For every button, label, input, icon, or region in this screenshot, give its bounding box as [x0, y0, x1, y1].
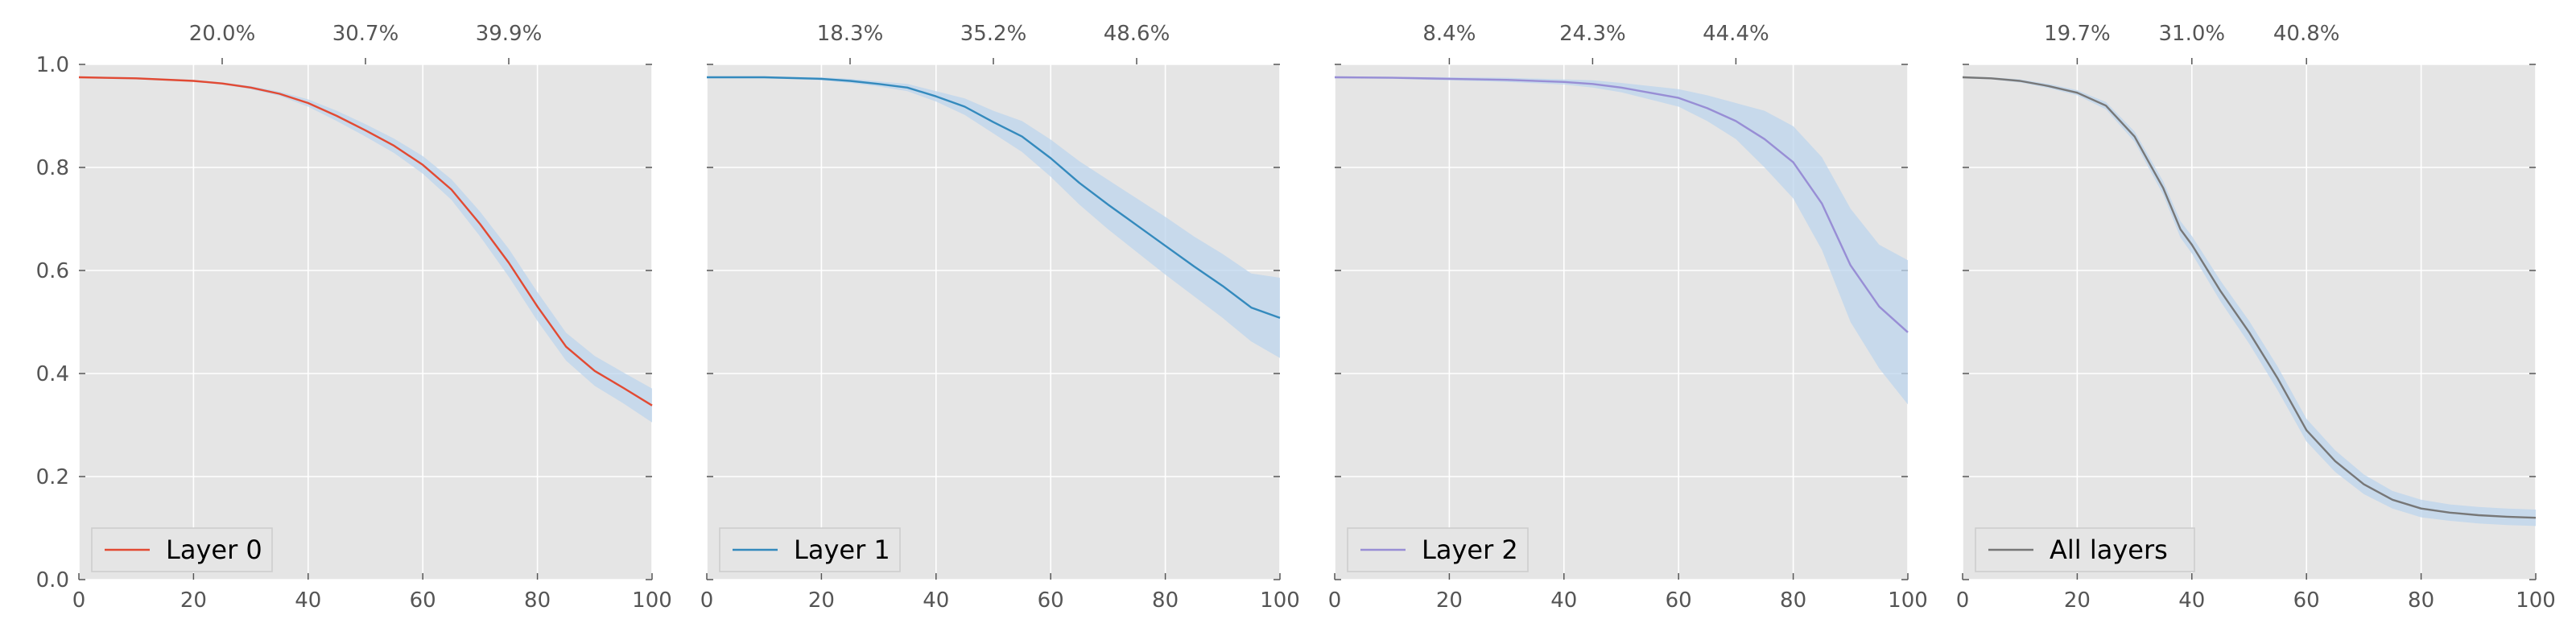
series-line	[1334, 76, 1909, 333]
x-tick-label: 40	[1550, 588, 1577, 613]
top-tick-label: 35.2%	[960, 22, 1027, 46]
top-tick-label: 48.6%	[1104, 22, 1170, 46]
top-tick-label: 30.7%	[332, 22, 399, 46]
x-tick-label: 40	[923, 588, 949, 613]
legend-label: All layers	[2050, 535, 2168, 565]
y-tick-label: 0.4	[36, 362, 69, 386]
top-tick-label: 8.4%	[1422, 22, 1476, 46]
plot-area	[1335, 64, 1908, 580]
chart-panel-4: 0 20 40 60 80 100 19.7% 31.0% 40.8% All layers	[1956, 22, 2556, 613]
plot-area	[79, 64, 652, 580]
legend-label: Layer 0	[166, 535, 262, 565]
x-tick-label: 80	[524, 588, 551, 613]
x-tick-label: 100	[632, 588, 672, 613]
chart-panel-2: 0 20 40 60 80 100 18.3% 35.2% 48.6% Layer 1	[700, 22, 1300, 613]
x-tick-label: 60	[1038, 588, 1064, 613]
x-tick-label: 40	[2178, 588, 2205, 613]
x-tick-label: 80	[1780, 588, 1806, 613]
plot-area	[707, 64, 1280, 580]
x-tick-label: 80	[2408, 588, 2434, 613]
y-tick-label: 0.8	[36, 156, 69, 180]
x-tick-label: 100	[1888, 588, 1928, 613]
legend: Layer 2	[1347, 527, 1529, 572]
x-tick-label: 20	[180, 588, 207, 613]
top-tick-label: 18.3%	[817, 22, 884, 46]
x-tick-label: 60	[410, 588, 436, 613]
chart-panel-1: 0 20 40 60 80 100 0.0 0.2 0.4 0.6 0.8 1.0 20.0% 30.7%…	[36, 22, 672, 613]
x-tick-label: 20	[1436, 588, 1463, 613]
top-tick-label: 40.8%	[2273, 22, 2340, 46]
x-tick-label: 20	[2064, 588, 2091, 613]
legend: Layer 1	[719, 527, 901, 572]
top-tick-label: 20.0%	[189, 22, 256, 46]
x-tick-label: 0	[1956, 588, 1970, 613]
legend-label: Layer 2	[1422, 535, 1518, 565]
x-tick-label: 0	[700, 588, 714, 613]
y-tick-label: 1.0	[36, 53, 69, 77]
y-tick-label: 0.6	[36, 259, 69, 283]
legend: All layers	[1975, 527, 2195, 572]
top-tick-label: 44.4%	[1703, 22, 1769, 46]
x-tick-label: 100	[2516, 588, 2556, 613]
series-line	[78, 76, 653, 407]
legend: Layer 0	[91, 527, 273, 572]
top-tick-label: 24.3%	[1559, 22, 1626, 46]
x-tick-label: 0	[1328, 588, 1342, 613]
x-tick-label: 80	[1152, 588, 1179, 613]
x-tick-label: 60	[2293, 588, 2320, 613]
legend-label: Layer 1	[794, 535, 890, 565]
x-tick-label: 20	[808, 588, 835, 613]
top-tick-label: 19.7%	[2044, 22, 2111, 46]
chart-panel-3: 0 20 40 60 80 100 8.4% 24.3% 44.4% Layer 2	[1328, 22, 1928, 613]
series-line	[707, 76, 1281, 320]
y-tick-label: 0.2	[36, 465, 69, 489]
top-tick-label: 39.9%	[476, 22, 543, 46]
y-tick-label: 0.0	[36, 568, 69, 592]
series-line	[1962, 76, 2537, 519]
top-tick-label: 31.0%	[2158, 22, 2225, 46]
confidence-band	[1335, 76, 1908, 405]
x-tick-label: 40	[295, 588, 321, 613]
confidence-band	[707, 76, 1280, 358]
x-tick-label: 100	[1260, 588, 1300, 613]
x-tick-label: 0	[72, 588, 86, 613]
x-tick-label: 60	[1666, 588, 1692, 613]
